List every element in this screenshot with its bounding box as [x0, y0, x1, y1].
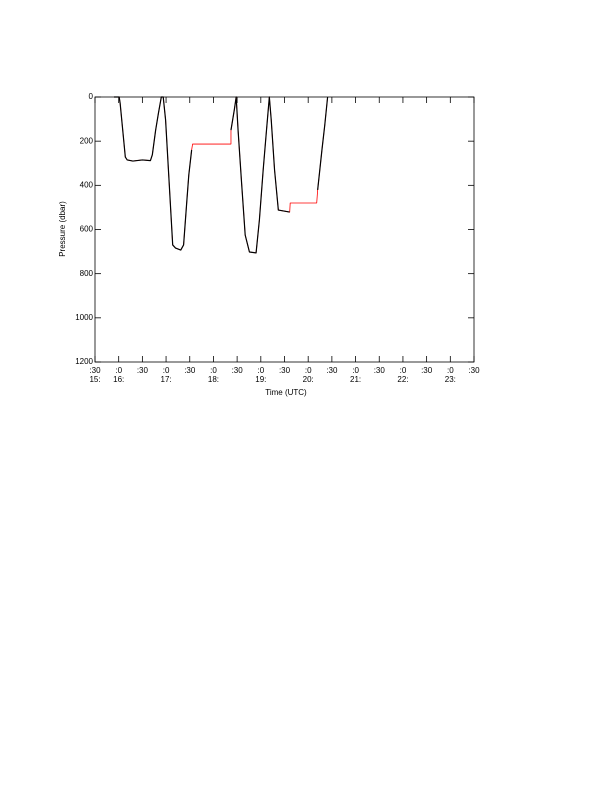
x-hour-label: 17:: [161, 375, 172, 384]
y-tick-label: 0: [89, 92, 94, 101]
x-axis-title: Time (UTC): [265, 388, 307, 397]
x-hour-label: 23:: [445, 375, 456, 384]
x-hour-label: 18:: [208, 375, 219, 384]
x-hour-label: 15:: [89, 375, 100, 384]
data-line: [113, 96, 329, 254]
y-tick-label: 600: [80, 225, 94, 234]
y-tick-label: 1200: [75, 357, 93, 366]
x-tick-label: :30: [137, 366, 149, 375]
x-tick-label: :0: [447, 366, 454, 375]
x-hour-label: 20:: [303, 375, 314, 384]
x-tick-label: :30: [279, 366, 291, 375]
plot-frame: [94, 96, 475, 363]
x-tick-label: :0: [305, 366, 312, 375]
x-hour-label: 21:: [350, 375, 361, 384]
y-tick-label: 800: [80, 269, 94, 278]
x-tick-label: :30: [421, 366, 433, 375]
x-hour-label: 22:: [397, 375, 408, 384]
x-tick-label: :0: [115, 366, 122, 375]
x-tick-label: :30: [374, 366, 386, 375]
data-line: [113, 96, 329, 254]
x-tick-label: :30: [89, 366, 101, 375]
x-hour-label: 16:: [113, 375, 124, 384]
x-tick-label: :30: [326, 366, 338, 375]
x-tick-label: :0: [210, 366, 217, 375]
y-tick-label: 1000: [75, 313, 93, 322]
x-tick-label: :30: [232, 366, 244, 375]
y-axis-title: Pressure (dbar): [58, 201, 67, 257]
y-tick-label: 200: [80, 136, 94, 145]
x-tick-label: :0: [352, 366, 359, 375]
x-tick-label: :0: [257, 366, 264, 375]
x-hour-label: 19:: [255, 375, 266, 384]
y-tick-label: 400: [80, 180, 94, 189]
x-tick-label: :0: [400, 366, 407, 375]
x-tick-label: :30: [468, 366, 480, 375]
x-tick-label: :0: [163, 366, 170, 375]
x-tick-label: :30: [184, 366, 196, 375]
